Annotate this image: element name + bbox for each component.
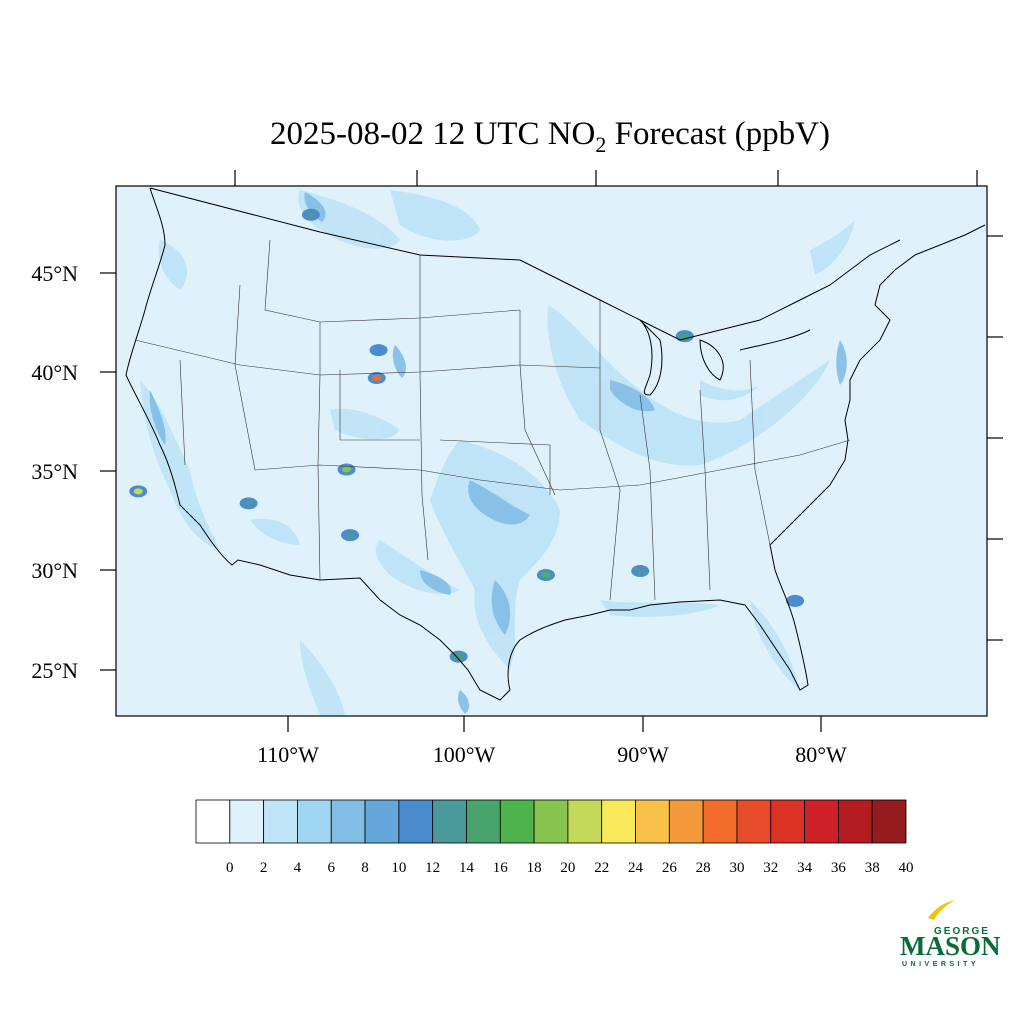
colorbar-label: 40 (899, 860, 914, 876)
colorbar-swatch (330, 799, 366, 844)
colorbar-swatch (702, 799, 738, 844)
hotspot-core (454, 653, 464, 660)
colorbar-swatch (871, 799, 907, 844)
left-ticks (100, 272, 116, 671)
longitude-labels: 110°W 100°W 90°W 80°W (257, 742, 847, 767)
colorbar-label: 4 (294, 860, 302, 876)
map-panel: 45°N 40°N 35°N 30°N 25°N 110°W 100°W 90°… (31, 170, 1003, 788)
logo-line3: UNIVERSITY (902, 961, 979, 968)
colorbar-swatch (770, 799, 805, 844)
lon-label: 90°W (617, 742, 669, 767)
colorbar-label: 34 (797, 860, 813, 876)
colorbar-swatch (736, 799, 772, 844)
colorbar-label: 2 (260, 860, 268, 876)
gmu-logo: GEORGE MASON UNIVERSITY (900, 900, 1001, 968)
colorbar-swatch (229, 799, 265, 844)
map-background (116, 186, 987, 716)
colorbar-swatch (533, 799, 569, 844)
colorbar-swatch (398, 799, 434, 844)
hotspot-core (476, 779, 485, 785)
hotspot-halo (58, 215, 76, 227)
hotspot-core (345, 532, 355, 539)
colorbar-swatch (804, 799, 839, 844)
no2-hotspots (58, 208, 805, 788)
logo-line1: GEORGE (934, 926, 990, 937)
lat-label: 35°N (31, 459, 78, 484)
lon-label: 80°W (795, 742, 847, 767)
lon-label: 110°W (257, 742, 319, 767)
colorbar (195, 799, 907, 844)
colorbar-swatch (297, 799, 332, 844)
hotspot-core (306, 211, 316, 218)
hotspot-core (374, 347, 384, 354)
colorbar-label: 8 (361, 860, 369, 876)
colorbar-label: 16 (493, 860, 509, 876)
colorbar-swatch (499, 799, 535, 844)
colorbar-swatch (466, 799, 501, 844)
colorbar-label: 6 (327, 860, 335, 876)
colorbar-label: 12 (425, 860, 440, 876)
colorbar-label: 22 (594, 860, 609, 876)
hotspot-core (244, 500, 254, 507)
logo-line2: MASON (900, 931, 1001, 961)
hotspot-core (372, 374, 382, 381)
hotspot-core (680, 333, 690, 340)
colorbar-label: 20 (560, 860, 575, 876)
no2-plumes-light (140, 190, 855, 715)
colorbar-label: 24 (628, 860, 644, 876)
hotspot-halo (471, 776, 489, 788)
colorbar-label: 14 (459, 860, 475, 876)
hotspot-core (541, 571, 551, 578)
colorbar-label: 30 (729, 860, 744, 876)
colorbar-label: 36 (831, 860, 847, 876)
colorbar-swatch (668, 799, 704, 844)
top-ticks (234, 170, 978, 186)
colorbar-swatch (567, 799, 603, 844)
colorbar-swatch (601, 799, 636, 844)
lat-label: 45°N (31, 261, 78, 286)
latitude-labels: 45°N 40°N 35°N 30°N 25°N (31, 261, 78, 683)
colorbar-swatch (635, 799, 670, 844)
country-outline (125, 187, 986, 701)
colorbar-label: 28 (696, 860, 711, 876)
colorbar-label: 18 (527, 860, 542, 876)
hotspot-core (133, 488, 143, 495)
colorbar-labels: 0 2 4 6 8 10 12 14 16 18 20 22 24 26 28 30 32 34 36 38 40 (226, 860, 913, 876)
lat-label: 30°N (31, 558, 78, 583)
map-title: 2025-08-02 12 UTC NO2 Forecast (ppbV) (270, 116, 830, 157)
colorbar-swatch (432, 799, 467, 844)
colorbar-swatch (195, 799, 231, 844)
colorbar-label: 10 (391, 860, 406, 876)
map-frame (115, 185, 988, 717)
right-ticks (987, 235, 1003, 641)
bottom-ticks (287, 716, 822, 732)
hotspot-core (790, 597, 800, 604)
logo-swoosh-icon (928, 900, 955, 920)
no2-plumes-medium (149, 192, 847, 714)
state-borders (134, 239, 851, 601)
colorbar-label: 0 (226, 860, 234, 876)
lat-label: 25°N (31, 658, 78, 683)
colorbar-swatch (837, 799, 873, 844)
colorbar-swatch (263, 799, 298, 844)
colorbar-label: 32 (763, 860, 778, 876)
colorbar-label: 26 (662, 860, 678, 876)
colorbar-swatch (364, 799, 400, 844)
colorbar-label: 38 (865, 860, 880, 876)
hotspot-core (635, 568, 645, 574)
hotspot-core (342, 466, 352, 473)
lon-label: 100°W (433, 742, 496, 767)
hotspot-core (63, 218, 72, 224)
lat-label: 40°N (31, 360, 78, 385)
